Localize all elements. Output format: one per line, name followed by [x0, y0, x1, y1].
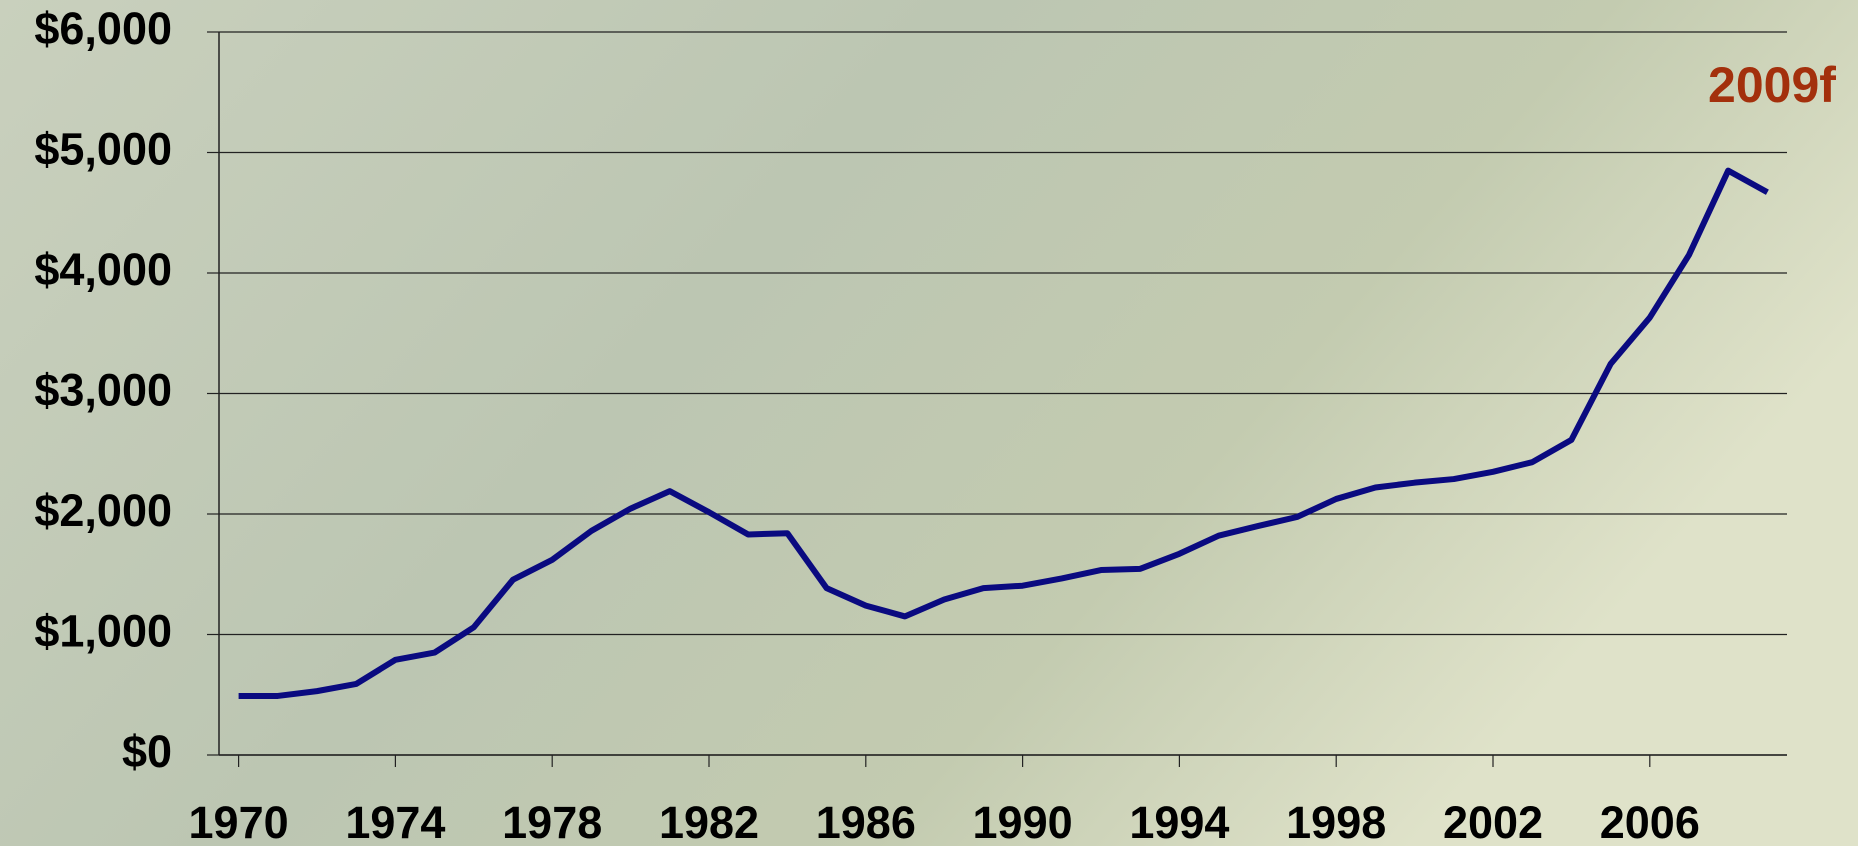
x-tick-label: 1986: [816, 797, 916, 846]
annotation: 2009f: [1708, 57, 1836, 113]
y-tick-label: $2,000: [34, 485, 172, 536]
x-tick-label: 1978: [502, 797, 602, 846]
x-tick-label: 1970: [189, 797, 289, 846]
y-tick-label: $1,000: [34, 605, 172, 656]
x-tick-label: 1994: [1129, 797, 1229, 846]
series-line: [238, 167, 1769, 699]
x-tick-label: 1974: [345, 797, 445, 846]
x-tick-label: 1982: [659, 797, 759, 846]
y-tick-label: $3,000: [34, 364, 172, 415]
x-tick-label: 2006: [1600, 797, 1700, 846]
x-tick-label: 2002: [1443, 797, 1543, 846]
y-tick-label: $0: [122, 726, 172, 777]
y-tick-label: $6,000: [34, 3, 172, 54]
x-tick-label: 1998: [1286, 797, 1386, 846]
y-tick-label: $5,000: [34, 123, 172, 174]
y-tick-label: $4,000: [34, 244, 172, 295]
x-tick-label: 1990: [973, 797, 1073, 846]
